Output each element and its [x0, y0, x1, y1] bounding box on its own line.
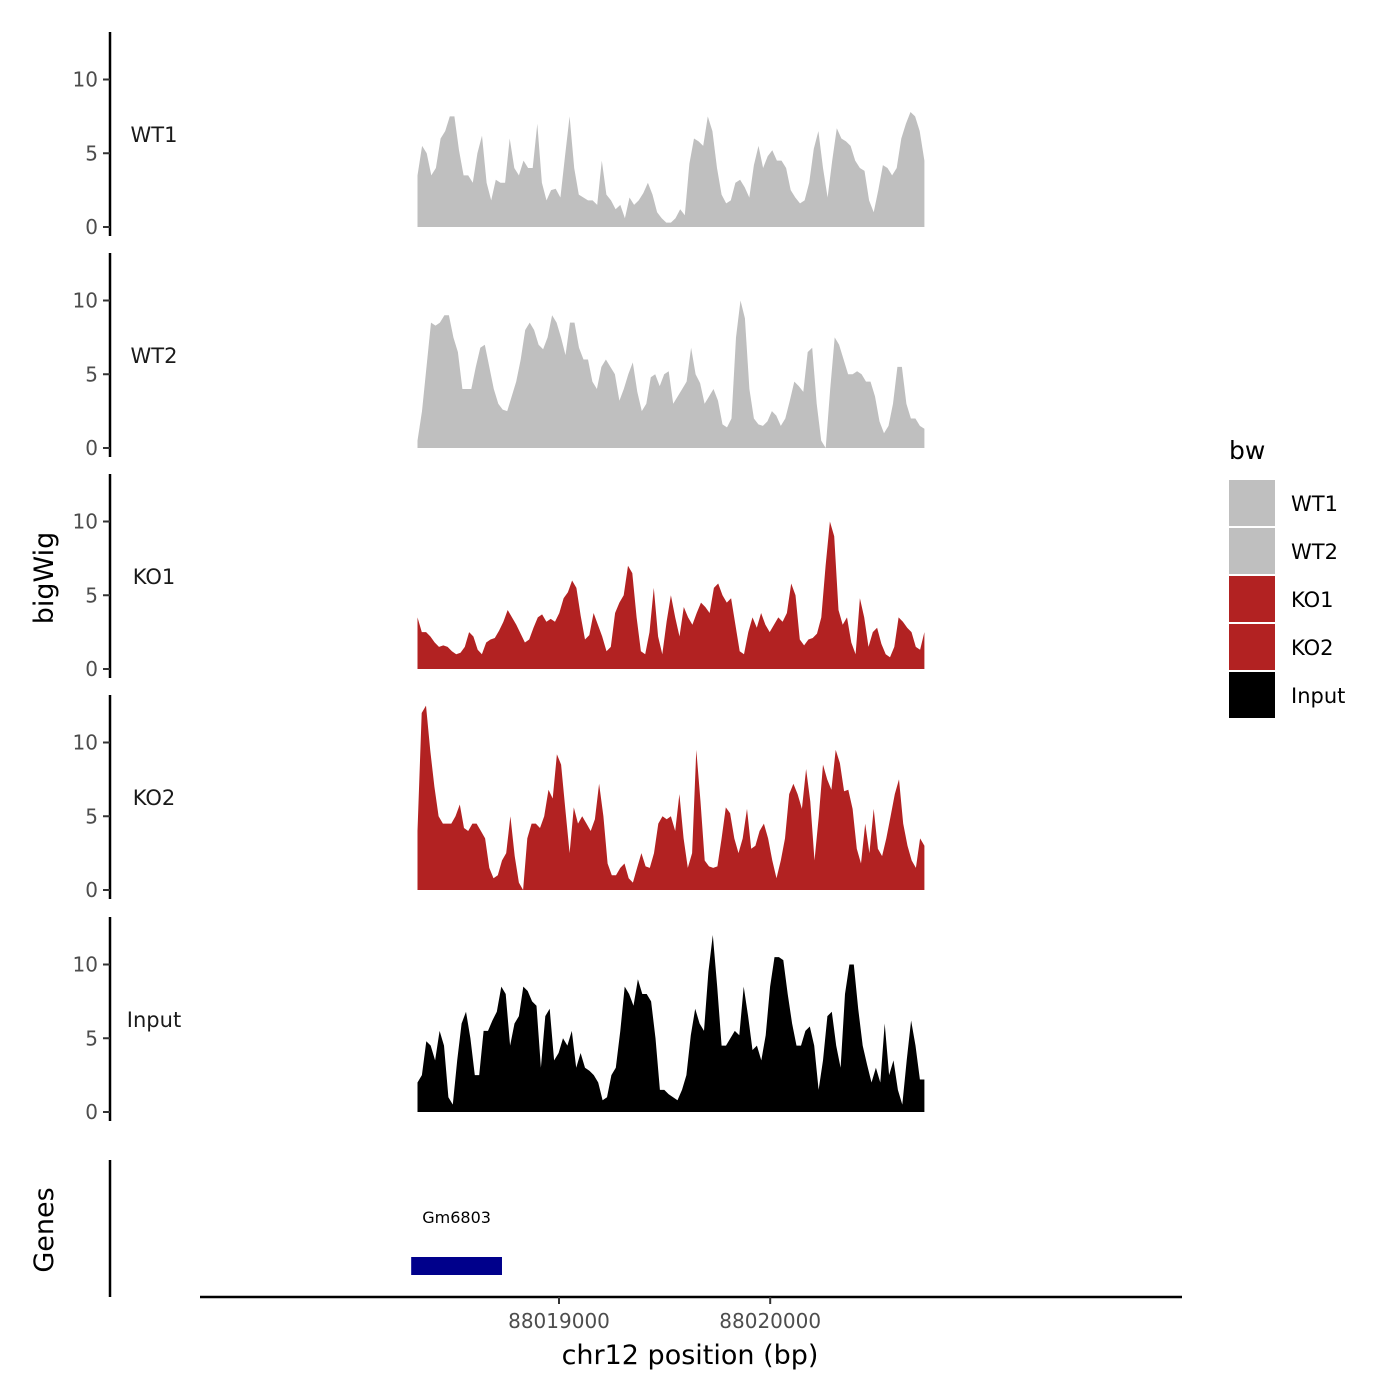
track-label-wt2: WT2 — [131, 344, 178, 368]
track-input: 0 5 10 Input — [73, 917, 925, 1124]
legend: bw WT1 WT2 KO1 KO2 Input — [1229, 436, 1345, 718]
y-tick-label: 10 — [73, 510, 98, 534]
signal-area-input — [417, 935, 925, 1112]
x-tick-label: 88019000 — [508, 1309, 610, 1333]
legend-key-wt2 — [1229, 528, 1275, 574]
legend-key-wt1 — [1229, 480, 1275, 526]
signal-area-ko2 — [417, 705, 925, 890]
gene-panel: Gm6803 — [108, 1160, 502, 1297]
signal-area-wt2 — [417, 300, 925, 448]
track-wt2: 0 5 10 WT2 — [73, 253, 925, 460]
legend-title: bw — [1229, 436, 1265, 465]
gene-body-gm6803 — [411, 1257, 502, 1275]
track-label-wt1: WT1 — [131, 123, 178, 147]
y-tick-label: 5 — [85, 1026, 98, 1050]
x-axis-title: chr12 position (bp) — [562, 1340, 819, 1371]
signal-area-wt1 — [417, 112, 925, 227]
track-label-ko2: KO2 — [133, 786, 176, 810]
y-tick-label: 5 — [85, 141, 98, 165]
genes-axis-title: Genes — [29, 1187, 60, 1272]
signal-area-ko1 — [417, 521, 925, 669]
legend-key-ko2 — [1229, 624, 1275, 670]
legend-label-wt1: WT1 — [1291, 492, 1338, 516]
legend-key-ko1 — [1229, 576, 1275, 622]
track-ko2: 0 5 10 KO2 — [73, 695, 925, 902]
x-tick-label: 88020000 — [719, 1309, 821, 1333]
legend-label-input: Input — [1291, 684, 1345, 708]
y-tick-label: 0 — [85, 215, 98, 239]
legend-label-ko2: KO2 — [1291, 636, 1334, 660]
track-ko1: 0 5 10 KO1 — [73, 474, 925, 681]
legend-key-input — [1229, 672, 1275, 718]
track-wt1: 0 5 10 WT1 — [73, 32, 925, 239]
y-tick-label: 10 — [73, 953, 98, 977]
track-label-ko1: KO1 — [133, 565, 176, 589]
track-label-input: Input — [127, 1008, 181, 1032]
track-panels: 0 5 10 WT1 0 5 10 WT2 0 5 10 KO1 0 5 10 KO2 0 5 10 Input — [73, 32, 925, 1124]
y-tick-label: 0 — [85, 436, 98, 460]
y-tick-label: 10 — [73, 731, 98, 755]
y-tick-label: 10 — [73, 289, 98, 313]
legend-label-ko1: KO1 — [1291, 588, 1334, 612]
y-tick-label: 0 — [85, 657, 98, 681]
y-tick-label: 5 — [85, 804, 98, 828]
y-tick-label: 10 — [73, 68, 98, 92]
y-tick-label: 5 — [85, 362, 98, 386]
x-axis: 88019000 88020000 — [200, 1295, 1182, 1333]
y-tick-label: 0 — [85, 878, 98, 902]
gene-label-gm6803: Gm6803 — [422, 1208, 491, 1227]
legend-label-wt2: WT2 — [1291, 540, 1338, 564]
y-tick-label: 0 — [85, 1100, 98, 1124]
y-axis-title: bigWig — [29, 532, 60, 625]
y-tick-label: 5 — [85, 583, 98, 607]
